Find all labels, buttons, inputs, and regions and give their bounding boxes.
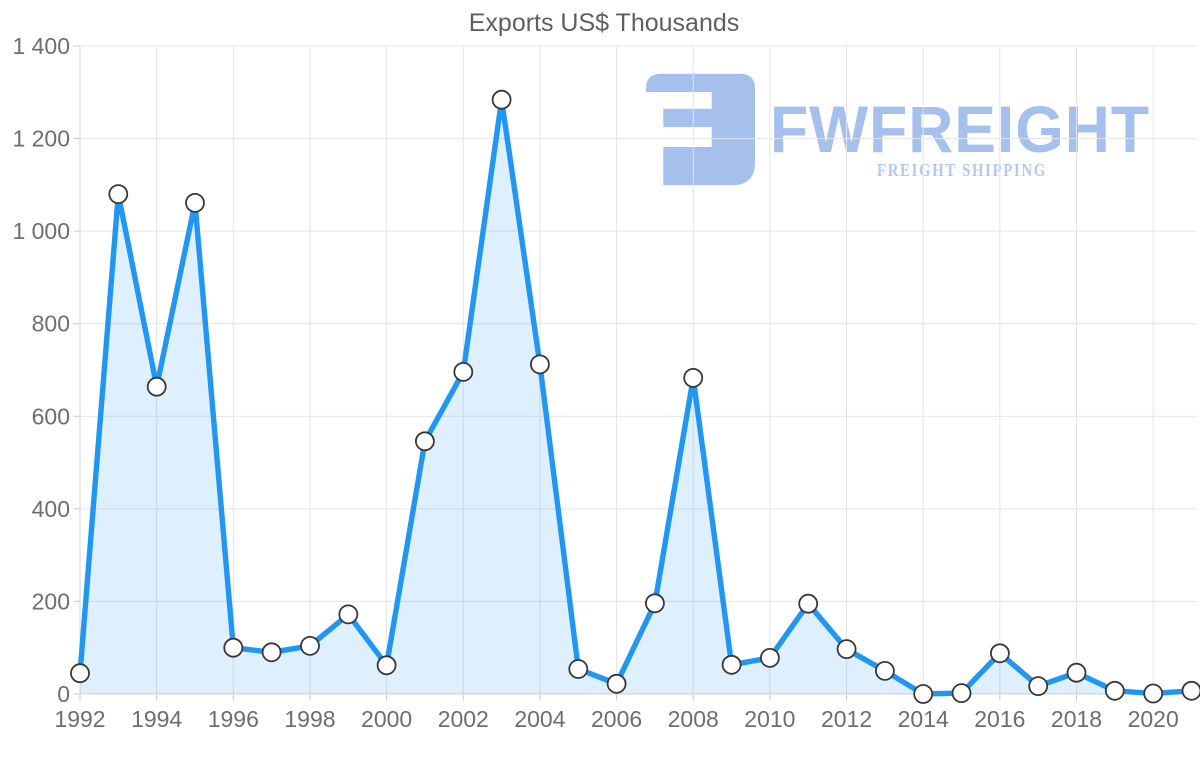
data-point-2006[interactable]	[606, 673, 627, 694]
data-point-2003[interactable]	[491, 89, 512, 110]
xtick-label-1996: 1996	[208, 706, 259, 732]
grid-layer	[73, 45, 1197, 701]
xtick-label-2020: 2020	[1128, 706, 1179, 732]
data-point-1997[interactable]	[261, 642, 282, 663]
xtick-label-1992: 1992	[54, 706, 105, 732]
data-point-2000[interactable]	[376, 655, 397, 676]
watermark: FWFREIGHT FREIGHT SHIPPING	[646, 73, 1150, 186]
xtick-label-2000: 2000	[361, 706, 412, 732]
axis-tick-labels: 0 200 400 600 800 1 000 1 200 1 400 1992 1994 1996…	[12, 33, 1178, 732]
data-point-2021[interactable]	[1181, 680, 1200, 701]
data-point-2017[interactable]	[1028, 676, 1049, 696]
data-point-2001[interactable]	[414, 431, 435, 452]
data-point-2011[interactable]	[798, 593, 819, 614]
series-layer	[70, 89, 1200, 704]
ytick-label-1200: 1 200	[12, 126, 70, 152]
xtick-label-2002: 2002	[438, 706, 489, 732]
data-point-2002[interactable]	[453, 361, 474, 382]
data-point-2005[interactable]	[568, 659, 589, 679]
ytick-label-400: 400	[32, 496, 70, 522]
fwfreight-logo-icon	[646, 73, 755, 186]
xtick-label-2010: 2010	[744, 706, 795, 732]
data-point-2020[interactable]	[1143, 683, 1164, 704]
data-point-2004[interactable]	[530, 354, 550, 375]
xtick-label-2012: 2012	[821, 706, 872, 732]
data-point-2009[interactable]	[721, 654, 742, 675]
ytick-label-1000: 1 000	[12, 218, 70, 244]
data-point-2014[interactable]	[913, 684, 934, 704]
xtick-label-1994: 1994	[131, 706, 182, 732]
data-point-1996[interactable]	[223, 637, 244, 658]
data-point-2008[interactable]	[683, 367, 704, 388]
data-point-1993[interactable]	[108, 184, 129, 205]
xtick-label-2008: 2008	[668, 706, 719, 732]
xtick-label-2016: 2016	[974, 706, 1025, 732]
data-point-2015[interactable]	[951, 683, 972, 703]
data-point-2019[interactable]	[1104, 680, 1125, 701]
data-point-2016[interactable]	[990, 643, 1010, 664]
exports-line	[77, 97, 1195, 697]
watermark-brand-text: FWFREIGHT	[770, 92, 1150, 166]
data-point-1999[interactable]	[338, 604, 359, 625]
xtick-label-2018: 2018	[1051, 706, 1102, 732]
ytick-label-1400: 1 400	[12, 33, 70, 59]
chart-title: Exports US$ Thousands	[469, 9, 740, 37]
xtick-label-1998: 1998	[284, 706, 335, 732]
xtick-label-2006: 2006	[591, 706, 642, 732]
ytick-label-200: 200	[32, 588, 70, 614]
data-point-1994[interactable]	[146, 376, 167, 397]
data-point-2012[interactable]	[836, 639, 857, 659]
data-point-2018[interactable]	[1066, 662, 1087, 683]
data-point-1998[interactable]	[300, 636, 320, 656]
ytick-label-0: 0	[57, 681, 70, 707]
exports-area-fill	[80, 99, 1192, 694]
xtick-label-2014: 2014	[898, 706, 949, 732]
data-point-2013[interactable]	[875, 661, 895, 681]
ytick-label-600: 600	[32, 403, 70, 429]
ytick-label-800: 800	[32, 311, 70, 337]
data-point-2007[interactable]	[645, 593, 665, 614]
data-point-1992[interactable]	[70, 663, 90, 684]
data-point-1995[interactable]	[185, 192, 205, 213]
data-point-2010[interactable]	[760, 648, 780, 668]
watermark-tagline-text: FREIGHT SHIPPING	[877, 160, 1047, 180]
xtick-label-2004: 2004	[514, 706, 565, 732]
